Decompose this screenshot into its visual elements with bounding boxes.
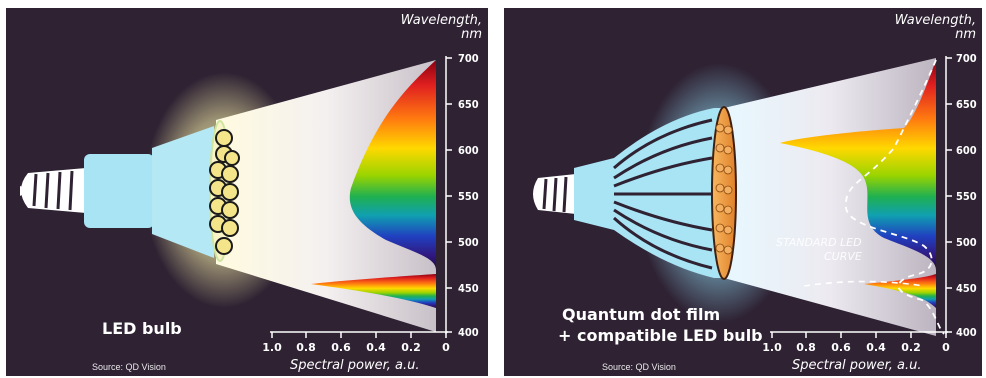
x-tick-0-4: 0.4	[866, 341, 886, 354]
y-axis-title-line2: nm	[955, 27, 976, 42]
y-axis-ticks	[946, 57, 952, 333]
led-bulb-illustration	[20, 56, 452, 338]
bulb-label-line1: Quantum dot film	[562, 305, 721, 324]
x-tick-1-0: 1.0	[262, 341, 282, 354]
y-axis-title-line1: Wavelength,	[400, 13, 482, 28]
y-tick-450: 450	[458, 282, 479, 295]
y-axis-title-line2: nm	[461, 27, 482, 42]
x-tick-1-0: 1.0	[762, 341, 782, 354]
x-tick-0: 0	[942, 341, 950, 354]
y-tick-450: 450	[956, 282, 977, 295]
x-axis-title: Spectral power, a.u.	[290, 358, 420, 373]
source-credit: Source: QD Vision	[92, 362, 166, 372]
y-tick-700: 700	[956, 52, 977, 65]
y-axis-title-line1: Wavelength,	[894, 13, 976, 28]
y-tick-650: 650	[956, 98, 977, 111]
y-tick-550: 550	[458, 190, 479, 203]
x-tick-0: 0	[442, 341, 450, 354]
quantum-dot-film	[711, 106, 737, 280]
quantum-dot-bulb-label: Quantum dot film + compatible LED bulb	[558, 304, 763, 346]
x-tick-0-4: 0.4	[366, 341, 386, 354]
y-tick-650: 650	[458, 98, 479, 111]
y-tick-600: 600	[956, 144, 977, 157]
standard-led-blue-outline	[803, 280, 925, 287]
x-tick-0-8: 0.8	[796, 341, 816, 354]
quantum-dot-illustration	[533, 56, 952, 338]
y-tick-400: 400	[458, 326, 479, 339]
x-tick-0-2: 0.2	[401, 341, 421, 354]
screw-base-icon	[533, 174, 576, 214]
standard-led-curve	[845, 59, 945, 335]
x-tick-0-8: 0.8	[296, 341, 316, 354]
y-axis-ticks	[446, 57, 452, 333]
x-tick-0-2: 0.2	[901, 341, 921, 354]
standard-led-curve-label: STANDARD LED CURVE	[776, 236, 862, 264]
bulb-body	[152, 126, 214, 258]
x-axis-ticks	[771, 332, 947, 338]
spectrum-curve	[780, 60, 936, 270]
quantum-dot-panel: Wavelength, nm 700 650 600 550 500 450 4…	[504, 8, 982, 376]
y-tick-600: 600	[458, 144, 479, 157]
led-array-icon	[209, 129, 240, 255]
y-tick-550: 550	[956, 190, 977, 203]
curve-label-line1: STANDARD LED	[776, 236, 862, 249]
spectrum-curve	[349, 60, 436, 270]
y-tick-500: 500	[458, 236, 479, 249]
y-axis-title: Wavelength, nm	[401, 14, 482, 42]
x-tick-0-6: 0.6	[331, 341, 351, 354]
y-tick-400: 400	[956, 326, 977, 339]
y-axis-title: Wavelength, nm	[895, 14, 976, 42]
curve-label-line2: CURVE	[824, 250, 862, 263]
screw-base-icon	[20, 168, 86, 213]
y-tick-700: 700	[458, 52, 479, 65]
blue-led-peak	[311, 274, 436, 308]
x-axis-title: Spectral power, a.u.	[792, 358, 922, 373]
light-beam	[724, 58, 936, 336]
quantum-dot-cells	[715, 123, 733, 255]
x-axis-ticks	[271, 332, 447, 338]
led-bulb-panel: Wavelength, nm 700 650 600 550 500 450 4…	[6, 8, 488, 376]
x-tick-0-6: 0.6	[831, 341, 851, 354]
led-bulb-label: LED bulb	[102, 319, 182, 338]
heat-sink-fins	[612, 118, 713, 270]
source-credit: Source: QD Vision	[602, 362, 676, 372]
bulb-collar	[84, 154, 154, 228]
y-tick-500: 500	[956, 236, 977, 249]
bulb-label-line2: + compatible LED bulb	[558, 326, 763, 345]
